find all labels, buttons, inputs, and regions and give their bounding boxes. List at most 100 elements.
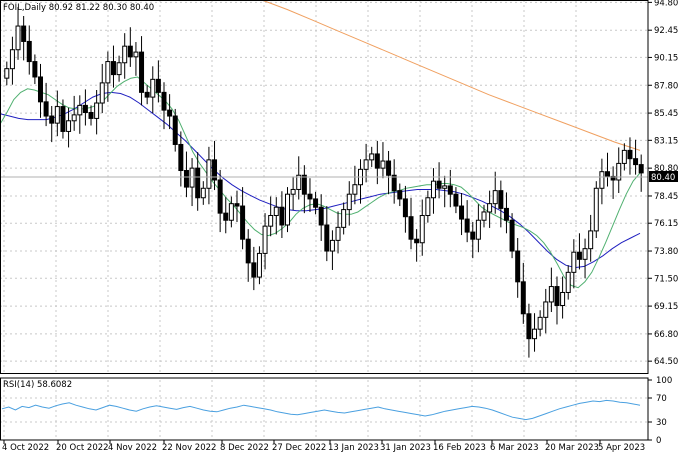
candle-body <box>621 149 627 164</box>
candle-body <box>234 203 240 207</box>
candle-body <box>414 238 420 244</box>
price-axis: 94.80 92.45 90.15 87.80 85.45 83.15 80.80 78.45… <box>648 0 678 367</box>
candle-body <box>127 45 133 58</box>
ma-slow-polyline <box>261 0 641 151</box>
price-tick-label: 69.15 <box>654 302 678 312</box>
price-tick-label: 64.50 <box>654 357 678 367</box>
candle-body <box>296 174 302 190</box>
price-tick-label: 85.45 <box>654 109 678 119</box>
candle-body <box>26 40 32 63</box>
candle-body <box>599 171 605 189</box>
time-tick-label: 5 Apr 2023 <box>598 443 645 453</box>
candle-body <box>402 198 408 218</box>
grid-lines <box>0 0 648 440</box>
candle-body <box>481 211 487 221</box>
rsi-axis: 100 70 30 0 <box>648 376 672 446</box>
candle-body <box>346 193 352 211</box>
time-axis: 4 Oct 2022 20 Oct 2022 4 Nov 2022 22 Nov 20… <box>2 440 645 453</box>
candle-body <box>329 239 335 252</box>
candle-body <box>548 286 554 303</box>
candle-body <box>161 91 167 111</box>
candle-body <box>240 205 246 240</box>
candle-body <box>88 111 94 119</box>
price-tick-label: 94.80 <box>654 0 678 8</box>
candle-body <box>313 198 319 208</box>
candle-body <box>228 203 234 221</box>
candle-body <box>453 193 459 207</box>
candle-body <box>71 114 77 122</box>
time-tick-label: 13 Jan 2023 <box>328 443 379 453</box>
candle-body <box>49 115 55 124</box>
candle-body <box>144 91 150 98</box>
candle-body <box>273 206 279 217</box>
candle-body <box>15 25 21 51</box>
candle-body <box>442 185 448 189</box>
panel-frames <box>0 0 649 441</box>
candle-body <box>374 153 380 169</box>
rsi-polyline <box>1 399 641 421</box>
candle-body <box>391 174 397 192</box>
candle-body <box>605 171 611 177</box>
candles-group <box>4 7 644 358</box>
candle-body <box>318 206 324 226</box>
candle-body <box>167 109 173 117</box>
candle-body <box>105 61 111 84</box>
candle-body <box>139 51 145 93</box>
last-price-tag: 80.40 <box>651 173 675 183</box>
time-tick-label: 4 Oct 2022 <box>2 443 49 453</box>
symbol-header: FOIL,Daily 80.92 81.22 80.30 80.40 <box>3 3 154 13</box>
candle-body <box>610 175 616 181</box>
candle-body <box>99 82 105 104</box>
candle-body <box>627 149 633 160</box>
last-price-tag-bg <box>649 171 678 182</box>
ma-fast-line <box>0 76 641 289</box>
candle-body <box>21 25 27 42</box>
candle-body <box>122 45 128 64</box>
time-tick-label: 27 Dec 2022 <box>272 443 326 453</box>
candle-body <box>60 106 66 132</box>
candle-body <box>43 101 49 117</box>
candle-body <box>155 78 161 93</box>
candle-body <box>498 190 504 209</box>
rsi-tick-label: 0 <box>656 436 661 446</box>
candle-body <box>593 187 599 232</box>
time-tick-label: 16 Feb 2023 <box>433 443 486 453</box>
candle-body <box>520 281 526 315</box>
candle-body <box>638 164 644 174</box>
candle-body <box>565 271 571 293</box>
candle-body <box>369 153 375 161</box>
candle-body <box>285 193 291 226</box>
candle-body <box>9 49 15 70</box>
time-tick-label: 20 Mar 2023 <box>545 443 599 453</box>
candle-body <box>341 209 347 228</box>
candle-body <box>279 206 285 226</box>
candle-body <box>425 197 431 217</box>
price-tick-label: 78.45 <box>654 192 678 202</box>
time-tick-label: 4 Nov 2022 <box>108 443 157 453</box>
candle-body <box>487 203 493 213</box>
candle-body <box>475 219 481 240</box>
price-tick-label: 83.15 <box>654 136 678 146</box>
candle-body <box>532 328 538 340</box>
candle-body <box>324 224 330 252</box>
price-tick-label: 71.50 <box>654 274 678 284</box>
candle-body <box>32 61 38 78</box>
candle-body <box>419 215 425 244</box>
rsi-tick-label: 100 <box>656 376 672 386</box>
rsi-tick-label: 70 <box>656 394 667 404</box>
time-tick-label: 20 Oct 2022 <box>56 443 109 453</box>
candle-body <box>335 226 341 241</box>
price-tick-label: 92.45 <box>654 26 678 36</box>
candle-body <box>560 291 566 307</box>
price-tick-label: 66.80 <box>654 330 678 340</box>
rsi-label: RSI(14) 58.6082 <box>3 380 72 390</box>
candle-body <box>408 216 414 240</box>
candle-body <box>307 193 313 200</box>
candle-body <box>116 62 122 76</box>
candle-body <box>430 180 436 199</box>
candle-body <box>178 143 184 172</box>
candle-body <box>217 179 223 214</box>
candle-body <box>54 106 60 124</box>
candle-body <box>380 160 386 169</box>
